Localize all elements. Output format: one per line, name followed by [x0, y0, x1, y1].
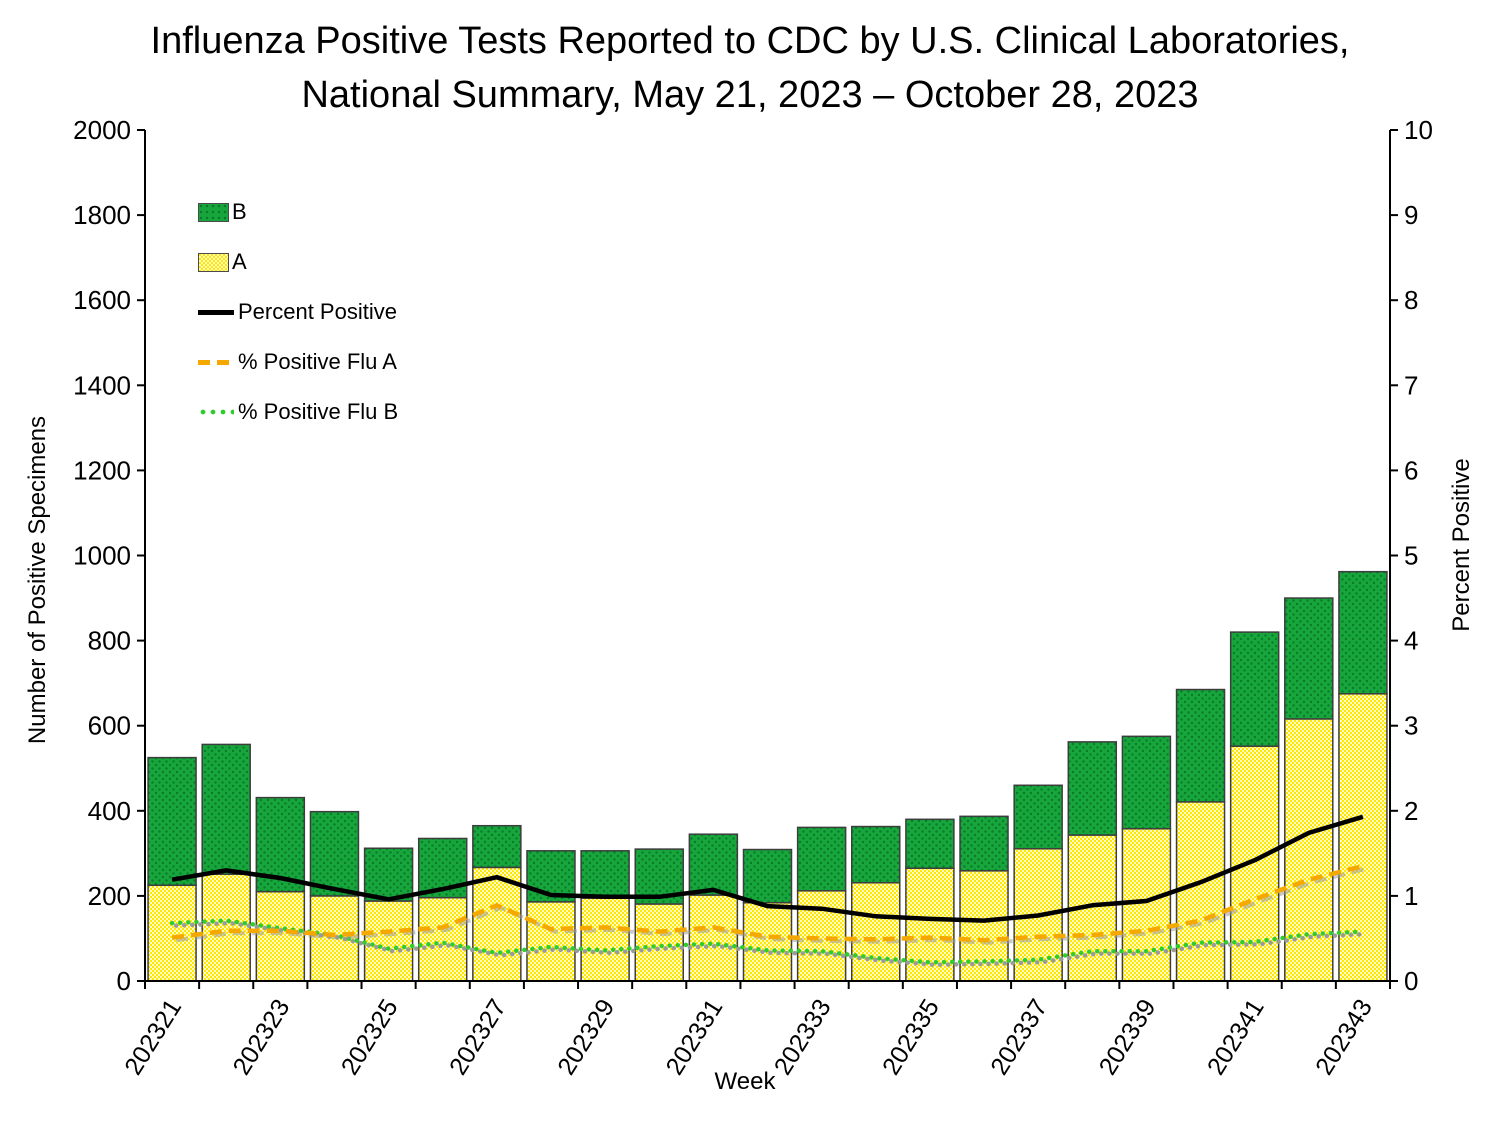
right-axis-tick-label: 9: [1404, 200, 1418, 230]
bar-a-202326: [417, 896, 468, 982]
right-axis-tick-label: 4: [1404, 626, 1418, 656]
legend-item-flu-a: % Positive Flu A: [198, 337, 398, 387]
left-axis-tick-label: 1600: [73, 285, 131, 315]
bar-a-202342: [1284, 718, 1334, 982]
right-axis-tick-label: 8: [1404, 285, 1418, 315]
x-axis-tick-label: 202339: [1094, 994, 1162, 1080]
x-axis-tick-label: 202323: [227, 994, 295, 1080]
bar-b-202337: [1013, 784, 1063, 850]
bar-a-202334: [851, 881, 901, 982]
legend-flu-b-label: % Positive Flu B: [238, 399, 399, 424]
right-axis-tick-label: 10: [1404, 115, 1433, 145]
flu-b-line-shadow: [173, 920, 1370, 968]
legend-item-flu-b: % Positive Flu B: [198, 387, 398, 437]
legend-b-swatch-icon: [198, 202, 229, 222]
left-axis-tick-label: 1000: [73, 541, 131, 571]
percent-positive-flu-a-line: [171, 863, 1364, 943]
right-axis-title: Percent Positive: [1448, 458, 1475, 632]
bar-a-202343: [1338, 693, 1388, 982]
bar-b-202343: [1338, 570, 1388, 695]
bar-a-202339: [1121, 827, 1172, 982]
bar-a-202323: [255, 890, 306, 982]
left-axis-tick-label: 1200: [73, 455, 131, 485]
right-axis-tick-label: 5: [1404, 541, 1418, 571]
left-axis-tick-label: 2000: [73, 115, 131, 145]
legend-green-dots-icon: [198, 409, 234, 415]
bar-b-202321: [147, 756, 197, 887]
x-axis-tick-label: 202337: [985, 994, 1053, 1080]
bar-b-202324: [309, 810, 360, 897]
bar-a-202336: [959, 870, 1009, 982]
chart-title: Influenza Positive Tests Reported to CDC…: [0, 14, 1500, 122]
legend-black-line-icon: [198, 309, 234, 315]
bar-b-202322: [201, 743, 251, 875]
legend-item-b: B: [198, 187, 398, 237]
bar-b-202335: [905, 818, 955, 869]
bar-b-202325: [363, 847, 414, 902]
bar-b-202342: [1284, 597, 1334, 720]
left-axis-title: Number of Positive Specimens: [24, 415, 51, 745]
bar-a-202328: [526, 901, 576, 982]
legend-a-swatch-icon: [198, 252, 229, 272]
bar-a-202322: [201, 873, 251, 982]
bar-b-202329: [580, 850, 630, 899]
x-axis-tick-label: 202329: [552, 994, 620, 1080]
bar-a-202325: [363, 900, 414, 982]
bar-a-202321: [147, 884, 197, 982]
x-axis-tick-label: 202341: [1202, 994, 1270, 1080]
x-axis-tick-label: 202343: [1310, 994, 1378, 1080]
legend-a-label: A: [232, 249, 247, 274]
bar-b-202338: [1067, 741, 1118, 836]
bar-b-202341: [1229, 631, 1280, 747]
bar-a-202331: [688, 894, 739, 982]
left-axis-tick-label: 1400: [73, 370, 131, 400]
x-axis-tick-label: 202321: [119, 994, 187, 1080]
x-axis-tick-label: 202335: [877, 994, 945, 1080]
bar-b-202339: [1121, 735, 1172, 830]
bar-a-202332: [742, 901, 793, 982]
left-axis-tick-label: 800: [88, 626, 131, 656]
bar-b-202327: [472, 824, 522, 869]
right-axis-tick-label: 1: [1404, 881, 1418, 911]
bar-b-202334: [851, 825, 901, 884]
left-axis-tick-label: 0: [117, 966, 131, 996]
bar-b-202333: [796, 826, 847, 892]
legend-flu-a-label: % Positive Flu A: [238, 349, 397, 374]
left-axis-tick-label: 200: [88, 881, 131, 911]
x-axis-title: Week: [714, 1068, 776, 1095]
bar-b-202332: [742, 848, 793, 904]
right-axis-tick-label: 0: [1404, 966, 1418, 996]
bar-a-202330: [634, 903, 684, 982]
chart-title-line2: National Summary, May 21, 2023 – October…: [301, 74, 1199, 116]
legend-percent-positive-label: Percent Positive: [238, 299, 397, 324]
right-axis-tick-label: 3: [1404, 711, 1418, 741]
x-axis-tick-label: 202327: [444, 994, 512, 1080]
percent-positive-line: [171, 814, 1364, 923]
legend: B A Percent Positive % Positive Flu A % …: [198, 187, 398, 437]
flu-a-line-shadow: [175, 866, 1368, 945]
bar-b-202340: [1175, 688, 1226, 803]
bar-b-202336: [959, 815, 1009, 872]
legend-orange-dash-icon: [198, 359, 234, 365]
left-axis-tick-label: 600: [88, 711, 131, 741]
bar-a-202329: [580, 897, 630, 982]
right-axis-tick-label: 7: [1404, 370, 1418, 400]
legend-b-label: B: [232, 199, 247, 224]
percent-positive-flu-b-line: [169, 918, 1366, 965]
x-axis-tick-label: 202325: [336, 994, 404, 1080]
bar-b-202331: [688, 833, 739, 896]
chart-title-line1: Influenza Positive Tests Reported to CDC…: [150, 20, 1350, 62]
right-axis-tick-label: 6: [1404, 455, 1418, 485]
legend-item-percent-positive: Percent Positive: [198, 287, 398, 337]
legend-item-a: A: [198, 237, 398, 287]
left-axis-tick-label: 400: [88, 796, 131, 826]
bar-a-202333: [796, 890, 847, 982]
left-axis-tick-label: 1800: [73, 200, 131, 230]
right-axis-tick-label: 2: [1404, 796, 1418, 826]
bar-a-202340: [1175, 801, 1226, 982]
